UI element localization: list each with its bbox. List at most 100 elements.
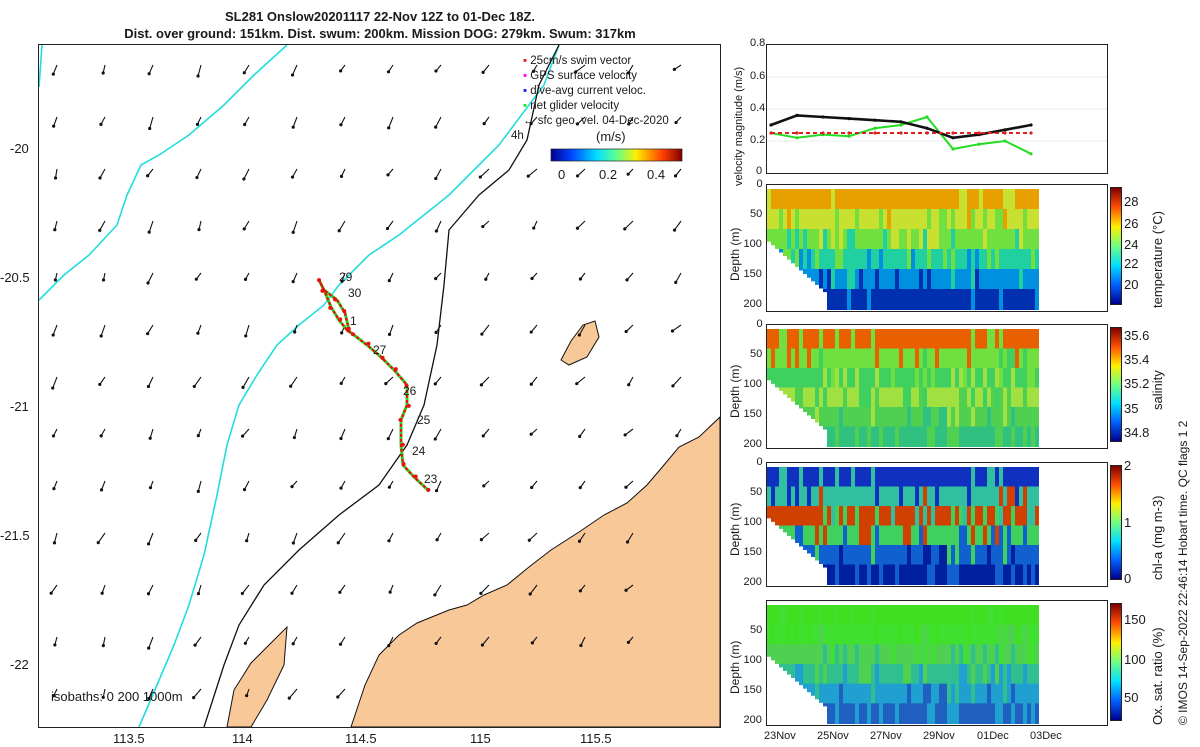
current-arrowhead bbox=[51, 333, 55, 337]
current-arrowhead bbox=[49, 591, 53, 595]
current-arrowhead bbox=[148, 126, 152, 131]
time-tick-23nov: 23Nov bbox=[764, 730, 796, 742]
track-point-13 bbox=[328, 305, 333, 310]
temperature-section bbox=[767, 189, 1039, 310]
depth-tick: 100 bbox=[743, 238, 762, 250]
current-arrowhead bbox=[99, 434, 103, 438]
velocity-panel[interactable] bbox=[766, 44, 1108, 174]
current-arrowhead bbox=[386, 437, 390, 441]
current-arrowhead bbox=[51, 72, 55, 76]
day-label-25: 25 bbox=[417, 413, 431, 427]
current-arrowhead bbox=[196, 591, 201, 596]
track-point-4 bbox=[398, 417, 403, 422]
current-arrow-166 bbox=[148, 688, 154, 699]
lon-tick-113.5: 113.5 bbox=[113, 731, 145, 746]
current-arrows bbox=[49, 64, 682, 701]
chl-depth-label: Depth (m) bbox=[728, 502, 742, 556]
chla-panel[interactable] bbox=[766, 462, 1108, 587]
current-arrowhead bbox=[625, 278, 629, 282]
chl-cb-2: 2 bbox=[1124, 458, 1132, 473]
current-arrowhead bbox=[101, 643, 105, 648]
figure-title: SL281 Onslow20201117 22-Nov 12Z to 01-De… bbox=[225, 9, 535, 24]
salinity-panel[interactable] bbox=[766, 324, 1108, 449]
current-arrowhead bbox=[530, 276, 534, 281]
footer-note: © IMOS 14-Sep-2022 22:46:14 Hobart time.… bbox=[1176, 420, 1190, 725]
day-label-1: 1 bbox=[350, 314, 357, 328]
current-arrowhead bbox=[243, 122, 247, 127]
current-arrow-105 bbox=[387, 428, 394, 439]
current-arrowhead bbox=[625, 540, 630, 544]
current-arrowhead bbox=[195, 122, 200, 126]
current-arrow-36 bbox=[435, 168, 442, 179]
current-arrowhead bbox=[674, 280, 678, 285]
legend-sfc-geo: ← sfc geo. vel. 04-Dec-2020 bbox=[523, 115, 669, 127]
current-arrow-53 bbox=[577, 220, 586, 229]
current-arrow-29 bbox=[99, 168, 106, 179]
current-arrow-91 bbox=[385, 376, 394, 385]
current-arrow-147 bbox=[480, 584, 490, 594]
current-arrowhead bbox=[386, 173, 390, 177]
lon-tick-114: 114 bbox=[232, 731, 253, 746]
current-arrowhead bbox=[434, 176, 438, 181]
legend-gps-velocity: ▪ GPS surface velocity bbox=[523, 70, 638, 82]
current-arrowhead bbox=[482, 122, 486, 126]
temperature-panel[interactable] bbox=[766, 184, 1108, 312]
current-arrow-11 bbox=[575, 64, 586, 73]
current-arrowhead bbox=[575, 122, 580, 126]
current-arrowhead bbox=[52, 487, 56, 491]
current-arrowhead bbox=[245, 539, 249, 543]
vel-ytick-0: 0 bbox=[756, 165, 763, 177]
current-arrowhead bbox=[434, 489, 439, 493]
current-arrow-106 bbox=[434, 428, 442, 440]
current-arrowhead bbox=[147, 696, 151, 701]
vel-ytick-0.8: 0.8 bbox=[750, 37, 766, 49]
current-arrow-50 bbox=[435, 220, 442, 232]
velocity-ylabel: velocity magnitude (m/s) bbox=[733, 66, 745, 186]
depth-tick: 100 bbox=[743, 516, 762, 528]
current-arrowhead bbox=[53, 278, 58, 282]
current-arrowhead bbox=[484, 277, 488, 281]
current-arrow-160 bbox=[482, 636, 490, 646]
current-arrow-16 bbox=[149, 116, 154, 129]
current-arrowhead bbox=[146, 592, 151, 596]
day-label-27: 27 bbox=[373, 343, 387, 357]
lon-tick-114.5: 114.5 bbox=[345, 731, 377, 746]
track-point-16 bbox=[321, 288, 326, 293]
velocity-point-2-1 bbox=[795, 131, 799, 135]
current-arrow-0 bbox=[52, 64, 58, 75]
current-arrowhead bbox=[530, 485, 534, 490]
depth-tick: 50 bbox=[750, 348, 763, 360]
velocity-point-2-8 bbox=[977, 131, 981, 135]
colorbar-tick-0: 0 bbox=[558, 167, 566, 182]
current-arrowhead bbox=[291, 125, 295, 129]
current-arrowhead bbox=[243, 641, 247, 645]
legend-interval: 4h bbox=[511, 130, 524, 142]
time-tick-25nov: 25Nov bbox=[817, 730, 849, 742]
current-arrowhead bbox=[195, 175, 199, 180]
depth-tick: 150 bbox=[743, 684, 762, 696]
velocity-point-0-9 bbox=[1003, 139, 1007, 143]
depth-tick: 50 bbox=[750, 208, 763, 220]
current-arrowhead bbox=[624, 485, 628, 489]
current-arrowhead bbox=[385, 226, 390, 231]
current-arrow-89 bbox=[290, 376, 298, 387]
velocity-point-2-0 bbox=[769, 131, 773, 135]
lon-tick-115.5: 115.5 bbox=[580, 731, 612, 746]
current-arrow-104 bbox=[340, 428, 346, 439]
lat-tick-20.5: -20.5 bbox=[0, 270, 30, 285]
current-arrow-14 bbox=[53, 116, 58, 127]
velocity-point-0-7 bbox=[951, 147, 955, 151]
map-panel[interactable]: ▪ 25cm/s swim vector ▪ GPS surface veloc… bbox=[38, 44, 721, 728]
oxygen-panel[interactable] bbox=[766, 600, 1108, 726]
current-arrowhead bbox=[675, 434, 679, 438]
oxy-cb-50: 50 bbox=[1124, 690, 1139, 705]
current-arrow-138 bbox=[50, 584, 58, 594]
current-arrow-154 bbox=[194, 636, 202, 646]
current-arrowhead bbox=[671, 384, 675, 388]
velocity-point-0-4 bbox=[873, 126, 877, 130]
current-arrowhead bbox=[387, 332, 392, 336]
depth-tick: 150 bbox=[743, 268, 762, 280]
current-arrowhead bbox=[339, 69, 343, 73]
current-arrowhead bbox=[99, 488, 104, 492]
current-arrowhead bbox=[627, 383, 631, 387]
